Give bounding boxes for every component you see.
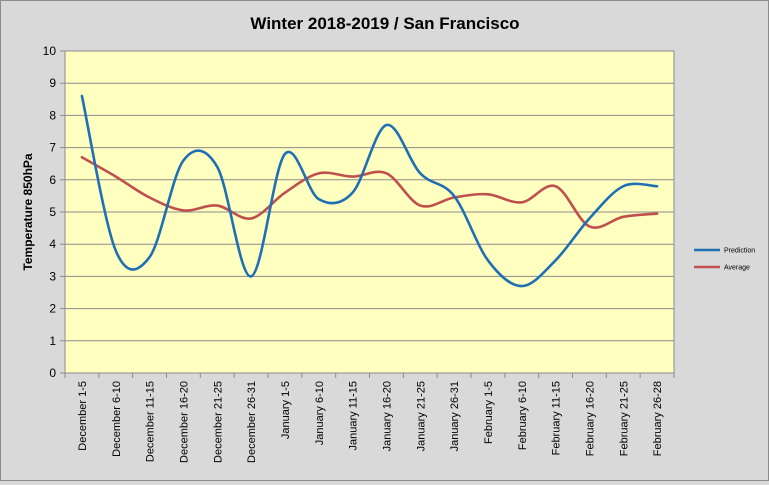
chart-title: Winter 2018-2019 / San Francisco xyxy=(250,14,519,33)
gridlines xyxy=(65,82,674,342)
x-axis-ticks: December 1-5 December 6-10 December 11-15 D… xyxy=(64,373,675,463)
x-tick-label: January 11-15 xyxy=(348,381,360,451)
legend: Prediction Average xyxy=(694,248,755,272)
x-tick-label: December 21-25 xyxy=(212,381,224,463)
x-tick-label: February 6-10 xyxy=(517,381,529,450)
x-tick-label: January 6-10 xyxy=(314,381,326,445)
series-lines xyxy=(80,94,659,288)
y-tick-label: 9 xyxy=(49,76,56,90)
x-tick-label: December 1-5 xyxy=(77,381,89,451)
legend-label-average: Average xyxy=(724,265,750,272)
x-tick-label: January 16-20 xyxy=(381,381,393,451)
x-tick-label: December 26-31 xyxy=(246,381,258,463)
x-tick-label: December 11-15 xyxy=(145,381,157,462)
x-tick-label: February 26-28 xyxy=(652,381,664,456)
y-tick-label: 2 xyxy=(49,302,56,316)
y-tick-label: 7 xyxy=(49,141,56,155)
y-axis-label: Temperature 850hPa xyxy=(21,153,35,270)
y-tick-label: 6 xyxy=(49,173,56,187)
y-tick-label: 10 xyxy=(43,44,57,58)
y-axis-ticks: 0 1 2 3 4 5 6 7 8 9 10 xyxy=(43,44,65,380)
x-tick-label: January 21-25 xyxy=(415,381,427,451)
x-tick-label: February 11-15 xyxy=(551,381,563,455)
y-tick-label: 4 xyxy=(49,237,56,251)
legend-label-prediction: Prediction xyxy=(724,248,755,255)
series-line-prediction xyxy=(80,94,659,288)
y-tick-label: 5 xyxy=(49,205,56,219)
x-tick-label: December 16-20 xyxy=(178,381,190,463)
x-tick-label: December 6-10 xyxy=(111,381,123,457)
y-tick-label: 1 xyxy=(49,334,56,348)
x-tick-label: February 16-20 xyxy=(584,381,596,456)
y-tick-label: 0 xyxy=(49,366,56,380)
x-tick-label: January 1-5 xyxy=(280,381,292,439)
x-tick-label: February 1-5 xyxy=(483,381,495,444)
y-tick-label: 8 xyxy=(49,108,56,122)
x-tick-label: January 26-31 xyxy=(449,381,461,451)
y-tick-label: 3 xyxy=(49,269,56,283)
series-line-average xyxy=(80,155,659,229)
x-tick-label: February 21-25 xyxy=(618,381,630,456)
